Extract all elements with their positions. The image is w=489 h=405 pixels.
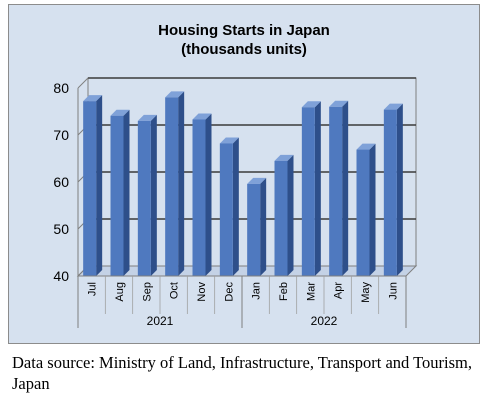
chart-subtitle: (thousands units) — [181, 41, 307, 58]
bar-side-aug — [123, 109, 130, 276]
bar-side-may — [369, 143, 376, 276]
bar-oct — [165, 97, 179, 277]
chart-title: Housing Starts in Japan — [158, 22, 330, 39]
bar-nov — [192, 119, 206, 277]
bar-dec — [219, 143, 233, 276]
bar-top-jan — [247, 177, 267, 184]
group-label-2022: 2022 — [311, 314, 338, 328]
x-tick-label-mar: Mar — [305, 282, 317, 301]
y-tick-label-80: 80 — [53, 80, 69, 96]
y-tick-label-50: 50 — [53, 221, 69, 237]
x-tick-label-may: May — [360, 282, 372, 303]
bar-top-feb — [274, 154, 294, 161]
bar-top-dec — [219, 137, 239, 144]
bar-top-may — [356, 143, 376, 150]
bar-sep — [137, 120, 151, 277]
chart: Housing Starts in Japan (thousands units… — [8, 4, 480, 344]
x-tick-label-oct: Oct — [169, 282, 181, 299]
bar-top-nov — [192, 113, 212, 120]
bar-side-mar — [314, 101, 321, 277]
bar-top-jul — [83, 95, 103, 102]
bar-jul — [83, 101, 97, 276]
bar-apr — [329, 106, 343, 276]
bar-side-feb — [287, 154, 294, 276]
y-tick-label-60: 60 — [53, 174, 69, 190]
data-source-caption: Data source: Ministry of Land, Infrastru… — [12, 353, 472, 393]
x-tick-label-jun: Jun — [387, 282, 399, 300]
x-tick-label-apr: Apr — [333, 282, 345, 299]
y-tick-label-70: 70 — [53, 127, 69, 143]
x-tick-label-sep: Sep — [141, 282, 153, 302]
x-tick-label-feb: Feb — [278, 282, 290, 301]
bar-jun — [383, 109, 397, 277]
x-tick-label-dec: Dec — [223, 282, 235, 302]
x-tick-label-nov: Nov — [196, 282, 208, 302]
bar-aug — [110, 115, 124, 276]
group-label-2021: 2021 — [147, 314, 174, 328]
x-tick-label-jan: Jan — [251, 282, 263, 300]
bar-side-apr — [342, 100, 349, 276]
bar-side-dec — [232, 137, 239, 276]
bar-side-sep — [150, 114, 157, 277]
bar-side-jan — [260, 177, 267, 276]
bar-top-mar — [301, 101, 321, 108]
x-tick-label-jul: Jul — [87, 282, 99, 296]
bar-side-jun — [396, 103, 403, 277]
grid-depth-80 — [77, 77, 89, 89]
bar-top-apr — [329, 100, 349, 107]
bar-side-jul — [96, 95, 103, 276]
bar-top-sep — [137, 114, 157, 121]
bar-top-oct — [165, 91, 185, 98]
bar-feb — [274, 160, 288, 276]
x-tick-label-aug: Aug — [114, 282, 126, 302]
bar-side-oct — [178, 91, 185, 277]
bar-top-aug — [110, 109, 130, 116]
bar-top-jun — [383, 103, 403, 110]
bar-mar — [301, 107, 315, 277]
bar-may — [356, 149, 370, 276]
y-tick-label-40: 40 — [53, 268, 69, 284]
bar-side-nov — [205, 113, 212, 277]
bar-jan — [247, 183, 261, 276]
